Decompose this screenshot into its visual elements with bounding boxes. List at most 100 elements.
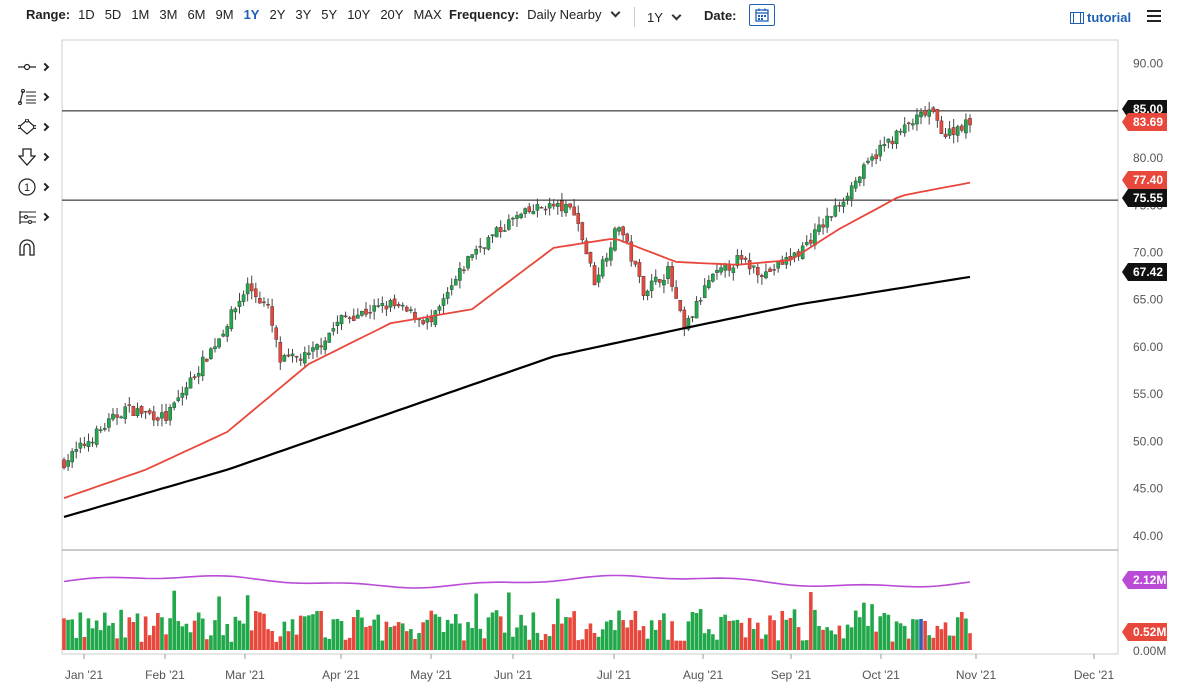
- candle: [507, 214, 511, 231]
- candle: [172, 401, 176, 411]
- range-button-max[interactable]: MAX: [413, 7, 442, 22]
- range-button-1m[interactable]: 1M: [131, 7, 150, 22]
- range-button-9m[interactable]: 9M: [215, 7, 234, 22]
- volume-bar: [143, 616, 148, 650]
- range-button-3y[interactable]: 3Y: [295, 7, 312, 22]
- range-button-3m[interactable]: 3M: [159, 7, 178, 22]
- candle: [298, 353, 303, 366]
- volume-bar: [658, 620, 662, 650]
- tool-magnet[interactable]: [18, 232, 58, 262]
- candle: [678, 300, 683, 313]
- volume-bar: [539, 640, 544, 650]
- tool-crosshair[interactable]: [18, 52, 58, 82]
- candle: [94, 425, 99, 448]
- volume-bar: [200, 618, 205, 650]
- candle: [70, 448, 74, 468]
- candle: [584, 237, 589, 255]
- volume-bar: [364, 627, 368, 650]
- candle: [241, 290, 246, 306]
- candle: [739, 249, 744, 266]
- volume-bar: [111, 622, 115, 650]
- range-button-5y[interactable]: 5Y: [321, 7, 338, 22]
- range-button-1y[interactable]: 1Y: [243, 7, 260, 22]
- volume-bar: [560, 623, 564, 650]
- y-tick-label: 90.00: [1133, 57, 1163, 71]
- volume-bar: [339, 621, 344, 650]
- volume-bar: [274, 641, 279, 650]
- volume-bar: [686, 621, 691, 650]
- volume-bar: [205, 639, 209, 650]
- volume-bar: [409, 629, 413, 650]
- candle: [768, 266, 772, 273]
- candle: [788, 248, 793, 266]
- volume-bar: [833, 634, 838, 650]
- volume-bar: [796, 627, 801, 650]
- volume-bar: [964, 618, 968, 650]
- volume-bar: [441, 632, 446, 650]
- volume-bar: [433, 614, 438, 650]
- candle: [347, 316, 352, 324]
- tool-pitchfork[interactable]: [18, 202, 58, 232]
- volume-bar: [523, 625, 527, 650]
- volume-bar: [270, 631, 274, 650]
- candle: [135, 402, 140, 418]
- x-tick-label: Aug '21: [683, 668, 724, 682]
- candle: [98, 426, 103, 434]
- candle: [870, 153, 874, 167]
- volume-bar: [90, 628, 95, 650]
- hamburger-menu-icon[interactable]: [1147, 10, 1161, 22]
- volume-bar: [543, 634, 548, 650]
- frequency-select[interactable]: Daily Nearby: [527, 7, 620, 22]
- volume-bar: [254, 611, 258, 650]
- candle: [335, 315, 340, 334]
- volume-bar: [494, 610, 499, 650]
- range-button-20y[interactable]: 20Y: [380, 7, 404, 22]
- calendar-button[interactable]: [748, 4, 775, 26]
- volume-bar: [262, 613, 266, 650]
- x-tick-label: Oct '21: [862, 668, 900, 682]
- volume-bar: [147, 635, 152, 650]
- tutorial-link[interactable]: tutorial: [1070, 10, 1131, 25]
- candle: [127, 397, 132, 413]
- numbered-marker-icon: 1: [18, 178, 36, 196]
- volume-bar: [335, 618, 340, 650]
- candle: [711, 273, 715, 283]
- volume-bar: [351, 617, 356, 650]
- candle: [409, 306, 413, 314]
- candle: [629, 235, 634, 267]
- candle: [841, 197, 846, 214]
- volume-bar: [380, 640, 385, 650]
- volume-bar: [829, 630, 834, 650]
- candle: [707, 275, 711, 290]
- candle: [609, 241, 613, 267]
- range-button-10y[interactable]: 10Y: [347, 7, 371, 22]
- y-tick-label: 70.00: [1133, 246, 1163, 260]
- volume-bar: [870, 604, 874, 650]
- volume-bar: [968, 633, 972, 650]
- candle: [139, 405, 144, 418]
- x-tick-label: Mar '21: [225, 668, 265, 682]
- range-button-5d[interactable]: 5D: [104, 7, 122, 22]
- candle: [515, 211, 519, 227]
- volume-bar: [755, 622, 760, 650]
- tool-fib-lines[interactable]: [18, 82, 58, 112]
- volume-bar: [629, 620, 634, 650]
- volume-bar: [151, 625, 156, 650]
- tool-arrow[interactable]: [18, 142, 58, 172]
- tool-marker[interactable]: 1: [18, 172, 58, 202]
- period-select[interactable]: 1Y: [647, 10, 682, 25]
- volume-bar: [788, 618, 793, 650]
- volume-bar: [931, 637, 936, 650]
- toolbar: Range: 1D 5D 1M 3M 6M 9M 1Y 2Y 3Y 5Y 10Y 20Y MAX Fre…: [0, 0, 1183, 34]
- volume-bar: [482, 638, 487, 650]
- candle: [107, 413, 111, 432]
- tool-shapes[interactable]: [18, 112, 58, 142]
- volume-bar: [327, 638, 332, 650]
- volume-bar: [172, 590, 176, 650]
- y-tick-label: 50.00: [1133, 434, 1163, 448]
- range-button-2y[interactable]: 2Y: [269, 7, 286, 22]
- range-button-1d[interactable]: 1D: [78, 7, 95, 22]
- candle: [115, 407, 119, 425]
- range-button-6m[interactable]: 6M: [187, 7, 206, 22]
